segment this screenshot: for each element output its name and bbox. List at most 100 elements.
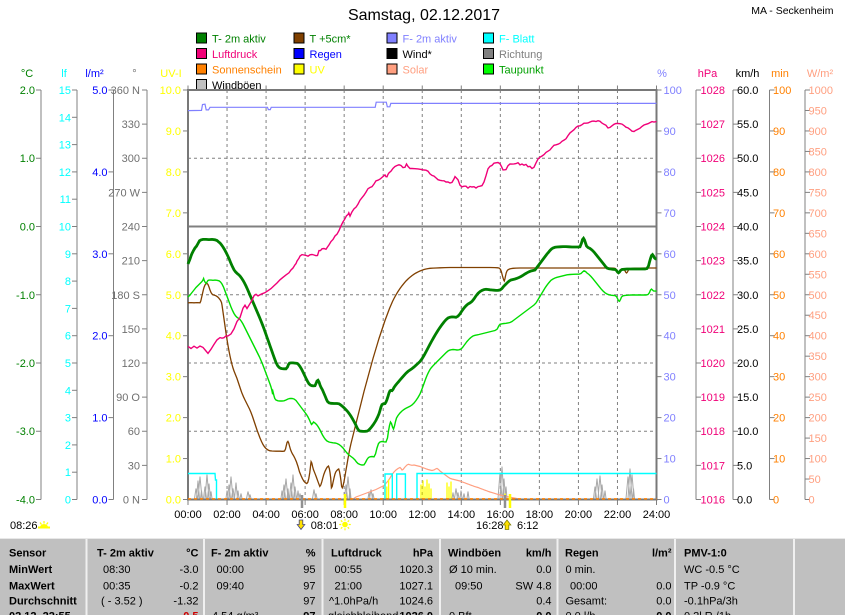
svg-text:40.0: 40.0 — [737, 222, 758, 234]
svg-text:MA - Seckenheim: MA - Seckenheim — [751, 5, 834, 17]
svg-text:800: 800 — [809, 167, 827, 179]
svg-text:3.0: 3.0 — [92, 249, 107, 261]
svg-text:1017: 1017 — [701, 460, 725, 472]
svg-text:150: 150 — [122, 324, 140, 336]
svg-text:150: 150 — [809, 433, 827, 445]
svg-text:T +5cm*: T +5cm* — [310, 34, 352, 46]
svg-text:10: 10 — [664, 454, 676, 466]
svg-text:09:40: 09:40 — [217, 581, 245, 593]
svg-text:70: 70 — [773, 208, 785, 220]
svg-text:16:28: 16:28 — [476, 520, 504, 532]
svg-text:08:01: 08:01 — [311, 520, 339, 532]
svg-text:l/m²: l/m² — [652, 548, 672, 560]
svg-text:40: 40 — [664, 331, 676, 343]
svg-text:^1.0hPa/h: ^1.0hPa/h — [329, 596, 378, 608]
svg-text:Taupunkt: Taupunkt — [499, 65, 544, 77]
svg-text:25.0: 25.0 — [737, 324, 758, 336]
svg-text:10: 10 — [59, 222, 71, 234]
svg-text:15: 15 — [59, 85, 71, 97]
svg-text:8: 8 — [65, 276, 71, 288]
svg-text:lf: lf — [61, 68, 67, 80]
svg-text:1023: 1023 — [701, 256, 725, 268]
svg-text:30: 30 — [773, 372, 785, 384]
svg-text:100: 100 — [809, 454, 827, 466]
svg-text:06:00: 06:00 — [291, 509, 319, 521]
svg-text:02:00: 02:00 — [213, 509, 241, 521]
svg-text:100: 100 — [664, 85, 682, 97]
svg-text:350: 350 — [809, 351, 827, 363]
svg-text:0.0: 0.0 — [20, 222, 35, 234]
svg-text:-4.0: -4.0 — [16, 495, 35, 507]
svg-text:0.0: 0.0 — [656, 611, 671, 615]
svg-text:20: 20 — [664, 413, 676, 425]
svg-text:hPa: hPa — [413, 548, 434, 560]
svg-text:60: 60 — [773, 249, 785, 261]
svg-text:700: 700 — [809, 208, 827, 220]
svg-text:12: 12 — [59, 167, 71, 179]
svg-text:Sensor: Sensor — [9, 548, 47, 560]
svg-text:1026: 1026 — [701, 153, 725, 165]
svg-text:100: 100 — [773, 85, 791, 97]
svg-text:Solar: Solar — [403, 65, 429, 77]
svg-text:50: 50 — [809, 474, 821, 486]
svg-text:1019: 1019 — [701, 392, 725, 404]
svg-text:11: 11 — [60, 194, 71, 206]
svg-text:km/h: km/h — [526, 548, 552, 560]
svg-text:450: 450 — [809, 310, 827, 322]
svg-text:SW 4.8: SW 4.8 — [515, 581, 551, 593]
svg-text:10.0: 10.0 — [737, 426, 758, 438]
svg-text:0.0: 0.0 — [166, 495, 181, 507]
svg-text:0: 0 — [664, 495, 670, 507]
svg-text:13: 13 — [59, 140, 71, 152]
svg-text:900: 900 — [809, 126, 827, 138]
svg-text:Regen: Regen — [310, 49, 342, 61]
svg-text:Regen: Regen — [565, 548, 599, 560]
svg-text:Ø 10 min.: Ø 10 min. — [449, 564, 497, 576]
svg-text:90: 90 — [664, 126, 676, 138]
svg-text:l/m²: l/m² — [85, 68, 104, 80]
svg-text:120: 120 — [122, 358, 140, 370]
svg-text:5: 5 — [65, 358, 71, 370]
svg-text:1021: 1021 — [701, 324, 725, 336]
svg-text:20: 20 — [773, 413, 785, 425]
svg-text:Windböen: Windböen — [448, 548, 501, 560]
svg-text:6.0: 6.0 — [166, 249, 181, 261]
svg-text:1024.6: 1024.6 — [399, 596, 433, 608]
svg-text:12:00: 12:00 — [408, 509, 436, 521]
svg-text:70: 70 — [664, 208, 676, 220]
svg-text:min: min — [771, 68, 789, 80]
svg-text:0 N: 0 N — [123, 495, 140, 507]
svg-text:1022: 1022 — [701, 290, 725, 302]
svg-text:00:55: 00:55 — [335, 564, 363, 576]
svg-text:20.0: 20.0 — [737, 358, 758, 370]
svg-text:650: 650 — [809, 228, 827, 240]
svg-text:20:00: 20:00 — [565, 509, 593, 521]
svg-text:55.0: 55.0 — [737, 119, 758, 131]
svg-text:T- 2m aktiv: T- 2m aktiv — [97, 548, 155, 560]
svg-text:Sonnenschein: Sonnenschein — [212, 65, 282, 77]
svg-text:4.0: 4.0 — [92, 167, 107, 179]
svg-text:3: 3 — [65, 413, 71, 425]
svg-text:PMV-1:0: PMV-1:0 — [684, 548, 727, 560]
svg-text:300: 300 — [122, 153, 140, 165]
svg-text:10:00: 10:00 — [369, 509, 397, 521]
svg-text:00:35: 00:35 — [103, 581, 131, 593]
svg-text:35.0: 35.0 — [737, 256, 758, 268]
svg-text:9: 9 — [65, 249, 71, 261]
svg-text:95: 95 — [303, 564, 315, 576]
svg-text:Luftdruck: Luftdruck — [212, 49, 258, 61]
svg-text:-2.0: -2.0 — [16, 358, 35, 370]
svg-text:21:00: 21:00 — [335, 581, 363, 593]
svg-text:F- 2m aktiv: F- 2m aktiv — [403, 34, 458, 46]
svg-text:-0.5: -0.5 — [180, 611, 199, 615]
svg-text:7: 7 — [65, 303, 71, 315]
svg-text:-3.0: -3.0 — [16, 426, 35, 438]
svg-text:3.0: 3.0 — [166, 372, 181, 384]
svg-text:1020.3: 1020.3 — [399, 564, 433, 576]
svg-text:Wind*: Wind* — [403, 49, 433, 61]
svg-text:0.2l R /1h: 0.2l R /1h — [684, 611, 731, 615]
svg-text:250: 250 — [809, 392, 827, 404]
svg-text:7.0: 7.0 — [166, 208, 181, 220]
svg-text:60.0: 60.0 — [737, 85, 758, 97]
svg-text:90 O: 90 O — [116, 392, 140, 404]
